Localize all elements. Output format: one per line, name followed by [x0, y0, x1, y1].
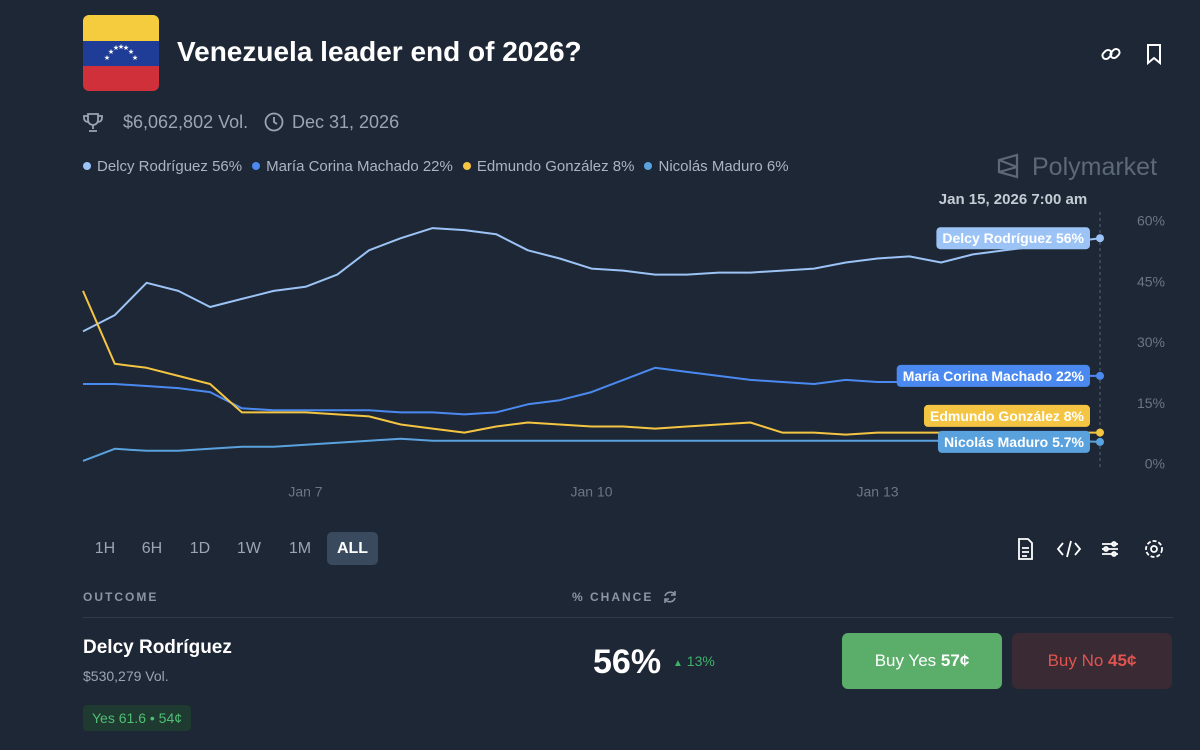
- series-line: [82, 227, 1101, 333]
- legend-entry[interactable]: Nicolás Maduro 6%: [644, 157, 789, 175]
- legend-value: 22%: [422, 157, 453, 175]
- time-range-button[interactable]: 6H: [141, 540, 163, 557]
- legend-name: Nicolás Maduro: [658, 157, 763, 175]
- clock-icon: [264, 112, 284, 132]
- svg-text:★: ★: [123, 44, 129, 52]
- end-label-bg: [936, 227, 1090, 250]
- buy-no-label: Buy No: [1047, 651, 1104, 670]
- end-label-value: 5.7%: [1052, 434, 1084, 450]
- svg-text:★: ★: [128, 48, 134, 56]
- legend-name: María Corina Machado: [266, 157, 419, 175]
- up-arrow: ▲: [673, 658, 683, 669]
- yes-price: 57¢: [940, 651, 970, 670]
- time-range-button[interactable]: 1W: [237, 540, 261, 557]
- volume: $6,062,802 Vol.: [123, 112, 249, 132]
- outcome-volume: $530,279 Vol.: [83, 668, 169, 684]
- end-label-bg: [923, 404, 1090, 427]
- end-label: Delcy Rodríguez 56%: [936, 227, 1090, 250]
- chart: Jan 15, 2026 7:00 am 0% 15% 30% 45% 60% Jan 7…: [82, 191, 1165, 500]
- time-range-button[interactable]: 1H: [94, 540, 116, 557]
- legend-value: 6%: [766, 157, 789, 175]
- time-range-button[interactable]: 1M: [288, 540, 312, 557]
- svg-text:★: ★: [118, 43, 124, 51]
- change-value: 13%: [686, 653, 715, 669]
- svg-text:★: ★: [113, 44, 119, 52]
- separator: [83, 617, 1173, 618]
- legend-value: 8%: [612, 157, 635, 175]
- y-tick-label: 0%: [1145, 456, 1165, 472]
- change: ▲ 13%: [673, 653, 715, 669]
- legend: Delcy Rodríguez 56% María Corina Machado …: [83, 157, 799, 175]
- brand-logo: [997, 153, 1019, 179]
- x-tick-label: Jan 10: [570, 484, 612, 500]
- end-label-name: Edmundo González: [930, 408, 1060, 424]
- end-label-name: María Corina Machado: [903, 368, 1052, 384]
- end-label-text: Delcy Rodríguez 56%: [942, 230, 1084, 246]
- svg-text:★: ★: [108, 48, 114, 56]
- end-label-text: María Corina Machado 22%: [903, 368, 1085, 384]
- flag: ★★★★★★★: [83, 15, 159, 91]
- no-price: 45¢: [1108, 651, 1137, 670]
- y-tick-label: 45%: [1137, 273, 1165, 289]
- x-tick-label: Jan 13: [857, 484, 899, 500]
- end-dot: [1096, 437, 1104, 446]
- end-date: Dec 31, 2026: [292, 112, 400, 132]
- legend-value: 56%: [212, 157, 243, 175]
- end-label-bg: [896, 364, 1090, 387]
- trophy-icon: [83, 113, 103, 132]
- table-header: % CHANCE: [572, 590, 654, 604]
- end-label-name: Nicolás Maduro: [944, 434, 1048, 450]
- legend-name: Edmundo González: [476, 157, 609, 175]
- table-header: OUTCOME: [83, 590, 159, 604]
- price-badge: Yes 61.6 • 54¢: [83, 705, 192, 731]
- time-range-button[interactable]: ALL: [327, 532, 378, 565]
- bookmark-icon[interactable]: [1142, 42, 1166, 66]
- legend-entry[interactable]: Edmundo González 8%: [462, 157, 635, 175]
- end-label: Nicolás Maduro 5.7%: [937, 430, 1090, 453]
- end-label-value: 56%: [1056, 230, 1085, 246]
- series-line: [82, 290, 1100, 436]
- svg-text:★: ★: [104, 54, 110, 62]
- end-label-text: Edmundo González 8%: [930, 408, 1085, 424]
- link-icon[interactable]: [1099, 42, 1123, 66]
- buy-yes-label: Buy Yes: [874, 651, 937, 670]
- svg-text:★: ★: [132, 54, 138, 62]
- end-label: Edmundo González 8%: [923, 404, 1090, 427]
- end-dot: [1096, 428, 1104, 437]
- legend-dot: [462, 162, 471, 170]
- legend-dot: [252, 162, 261, 170]
- end-dot: [1096, 234, 1104, 243]
- legend-name: Delcy Rodríguez: [97, 157, 208, 175]
- time-range-button[interactable]: 1D: [189, 540, 211, 557]
- y-tick-label: 30%: [1137, 334, 1165, 350]
- y-tick-label: 15%: [1137, 395, 1165, 411]
- end-label-name: Delcy Rodríguez: [942, 230, 1052, 246]
- legend-dot: [83, 162, 91, 170]
- buy-yes-button[interactable]: Buy Yes 57¢: [842, 633, 1002, 689]
- end-dot: [1096, 371, 1104, 380]
- end-label: María Corina Machado 22%: [896, 364, 1090, 387]
- end-label-text: Nicolás Maduro 5.7%: [944, 434, 1085, 450]
- x-tick-label: Jan 7: [288, 484, 322, 500]
- hover-label: Jan 15, 2026 7:00 am: [939, 191, 1087, 208]
- legend-entry[interactable]: Delcy Rodríguez 56%: [83, 158, 242, 175]
- end-label-bg: [937, 430, 1090, 453]
- series-line: [82, 437, 1101, 462]
- outcome-name[interactable]: Delcy Rodríguez: [83, 637, 232, 658]
- chance: 56%: [593, 643, 662, 681]
- legend-dot: [644, 162, 653, 170]
- chart-tools[interactable]: [1014, 537, 1174, 561]
- end-label-value: 8%: [1064, 408, 1085, 424]
- brand: Polymarket: [1032, 153, 1158, 181]
- end-label-value: 22%: [1056, 368, 1085, 384]
- legend-entry[interactable]: María Corina Machado 22%: [252, 158, 453, 175]
- refresh-icon[interactable]: [662, 589, 678, 605]
- buy-no-button[interactable]: Buy No 45¢: [1012, 633, 1172, 689]
- title: Venezuela leader end of 2026?: [177, 36, 582, 67]
- y-tick-label: 60%: [1137, 213, 1165, 229]
